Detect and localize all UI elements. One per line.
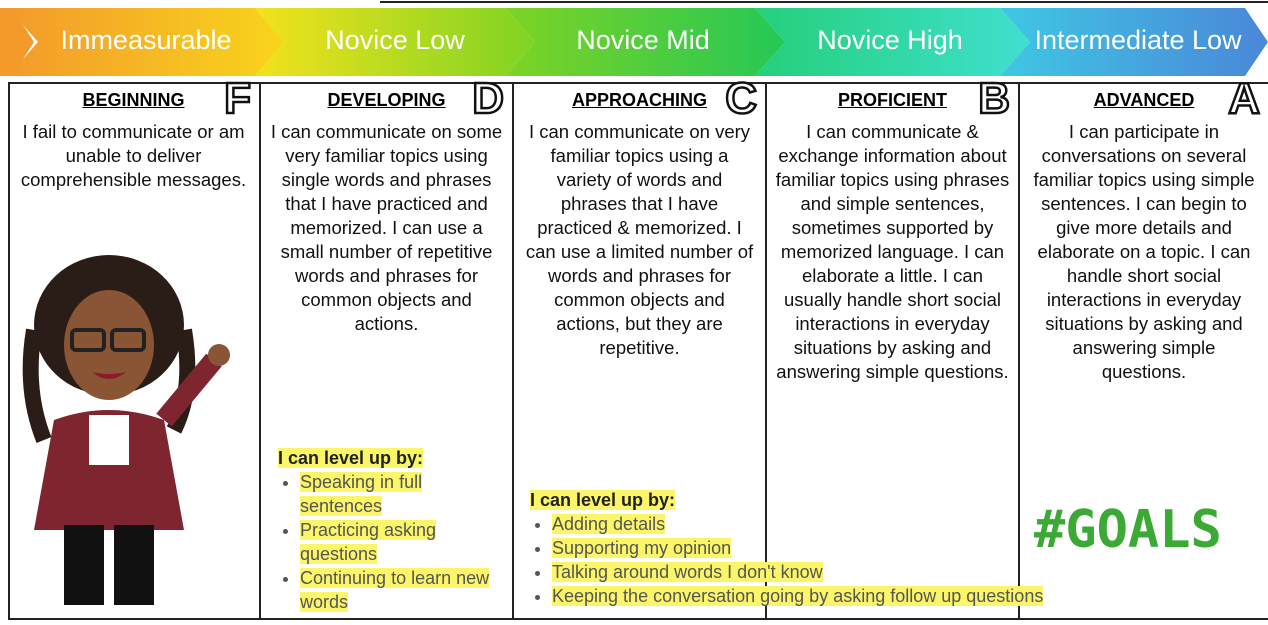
column: DEVELOPING D I can communicate on some v…: [261, 73, 514, 620]
column-heading: DEVELOPING: [327, 90, 446, 110]
chevron: [755, 8, 1030, 76]
banner-label: Novice High: [817, 25, 963, 55]
level-up-item: Speaking in full sentences: [300, 470, 508, 518]
description: I can communicate on some very familiar …: [270, 121, 503, 334]
column-heading: BEGINNING: [82, 90, 185, 110]
level-up-title: I can level up by:: [530, 490, 676, 510]
description: I can communicate on very familiar topic…: [525, 121, 754, 358]
item-text: Speaking in full sentences: [300, 472, 423, 516]
description: I fail to communicate or am unable to de…: [20, 121, 247, 190]
level-banner: Immeasurable Novice Low Novice Mid Novic…: [0, 1, 1268, 76]
banner-label: Novice Mid: [576, 25, 710, 55]
chevron: [505, 8, 785, 76]
column-heading: APPROACHING: [571, 90, 707, 110]
chevron: [255, 8, 535, 76]
column: ADVANCED A I can participate in conversa…: [1020, 73, 1268, 620]
level-up-item: Practicing asking questions: [300, 518, 508, 566]
grade: B: [977, 73, 1011, 125]
level-up-item: Keeping the conversation going by asking…: [552, 584, 1230, 608]
goals: #GOALS: [1034, 500, 1222, 560]
description: I can communicate & exchange information…: [775, 121, 1010, 382]
avatar: [22, 255, 230, 605]
chevron: [0, 8, 34, 76]
column-heading: ADVANCED: [1093, 90, 1195, 110]
banner-label: Intermediate Low: [1034, 25, 1242, 55]
grade: D: [471, 73, 505, 125]
column: BEGINNING F I fail to communicate or am …: [8, 73, 261, 620]
item-text: Adding details: [552, 514, 666, 534]
column: APPROACHING C I can communicate on very …: [514, 73, 767, 620]
level-up-title: I can level up by:: [278, 448, 424, 468]
item-text: Keeping the conversation going by asking…: [552, 586, 1044, 606]
chevron: [8, 8, 285, 76]
grade: F: [223, 73, 252, 125]
level-up-item: Talking around words I don't know: [552, 560, 1230, 584]
level-up-item: Supporting my opinion: [552, 536, 1230, 560]
chevron: [1000, 8, 1268, 76]
level-up: I can level up by: Speaking in full sent…: [278, 446, 508, 614]
column: PROFICIENT B I can communicate & exchang…: [767, 73, 1020, 620]
item-text: Practicing asking questions: [300, 520, 437, 564]
grade: C: [724, 73, 758, 125]
item-text: Continuing to learn new words: [300, 568, 490, 612]
item-text: Supporting my opinion: [552, 538, 732, 558]
level-up-item: Continuing to learn new words: [300, 566, 508, 614]
table-frame: [8, 82, 1268, 620]
column-heading: PROFICIENT: [837, 90, 947, 110]
description: I can participate in conversations on se…: [1033, 121, 1255, 382]
banner-label: Novice Low: [325, 25, 465, 55]
banner-label: Immeasurable: [60, 25, 231, 55]
level-up: I can level up by: Adding details Suppor…: [530, 488, 1230, 608]
grade: A: [1227, 73, 1261, 125]
level-up-item: Adding details: [552, 512, 1230, 536]
item-text: Talking around words I don't know: [552, 562, 823, 582]
